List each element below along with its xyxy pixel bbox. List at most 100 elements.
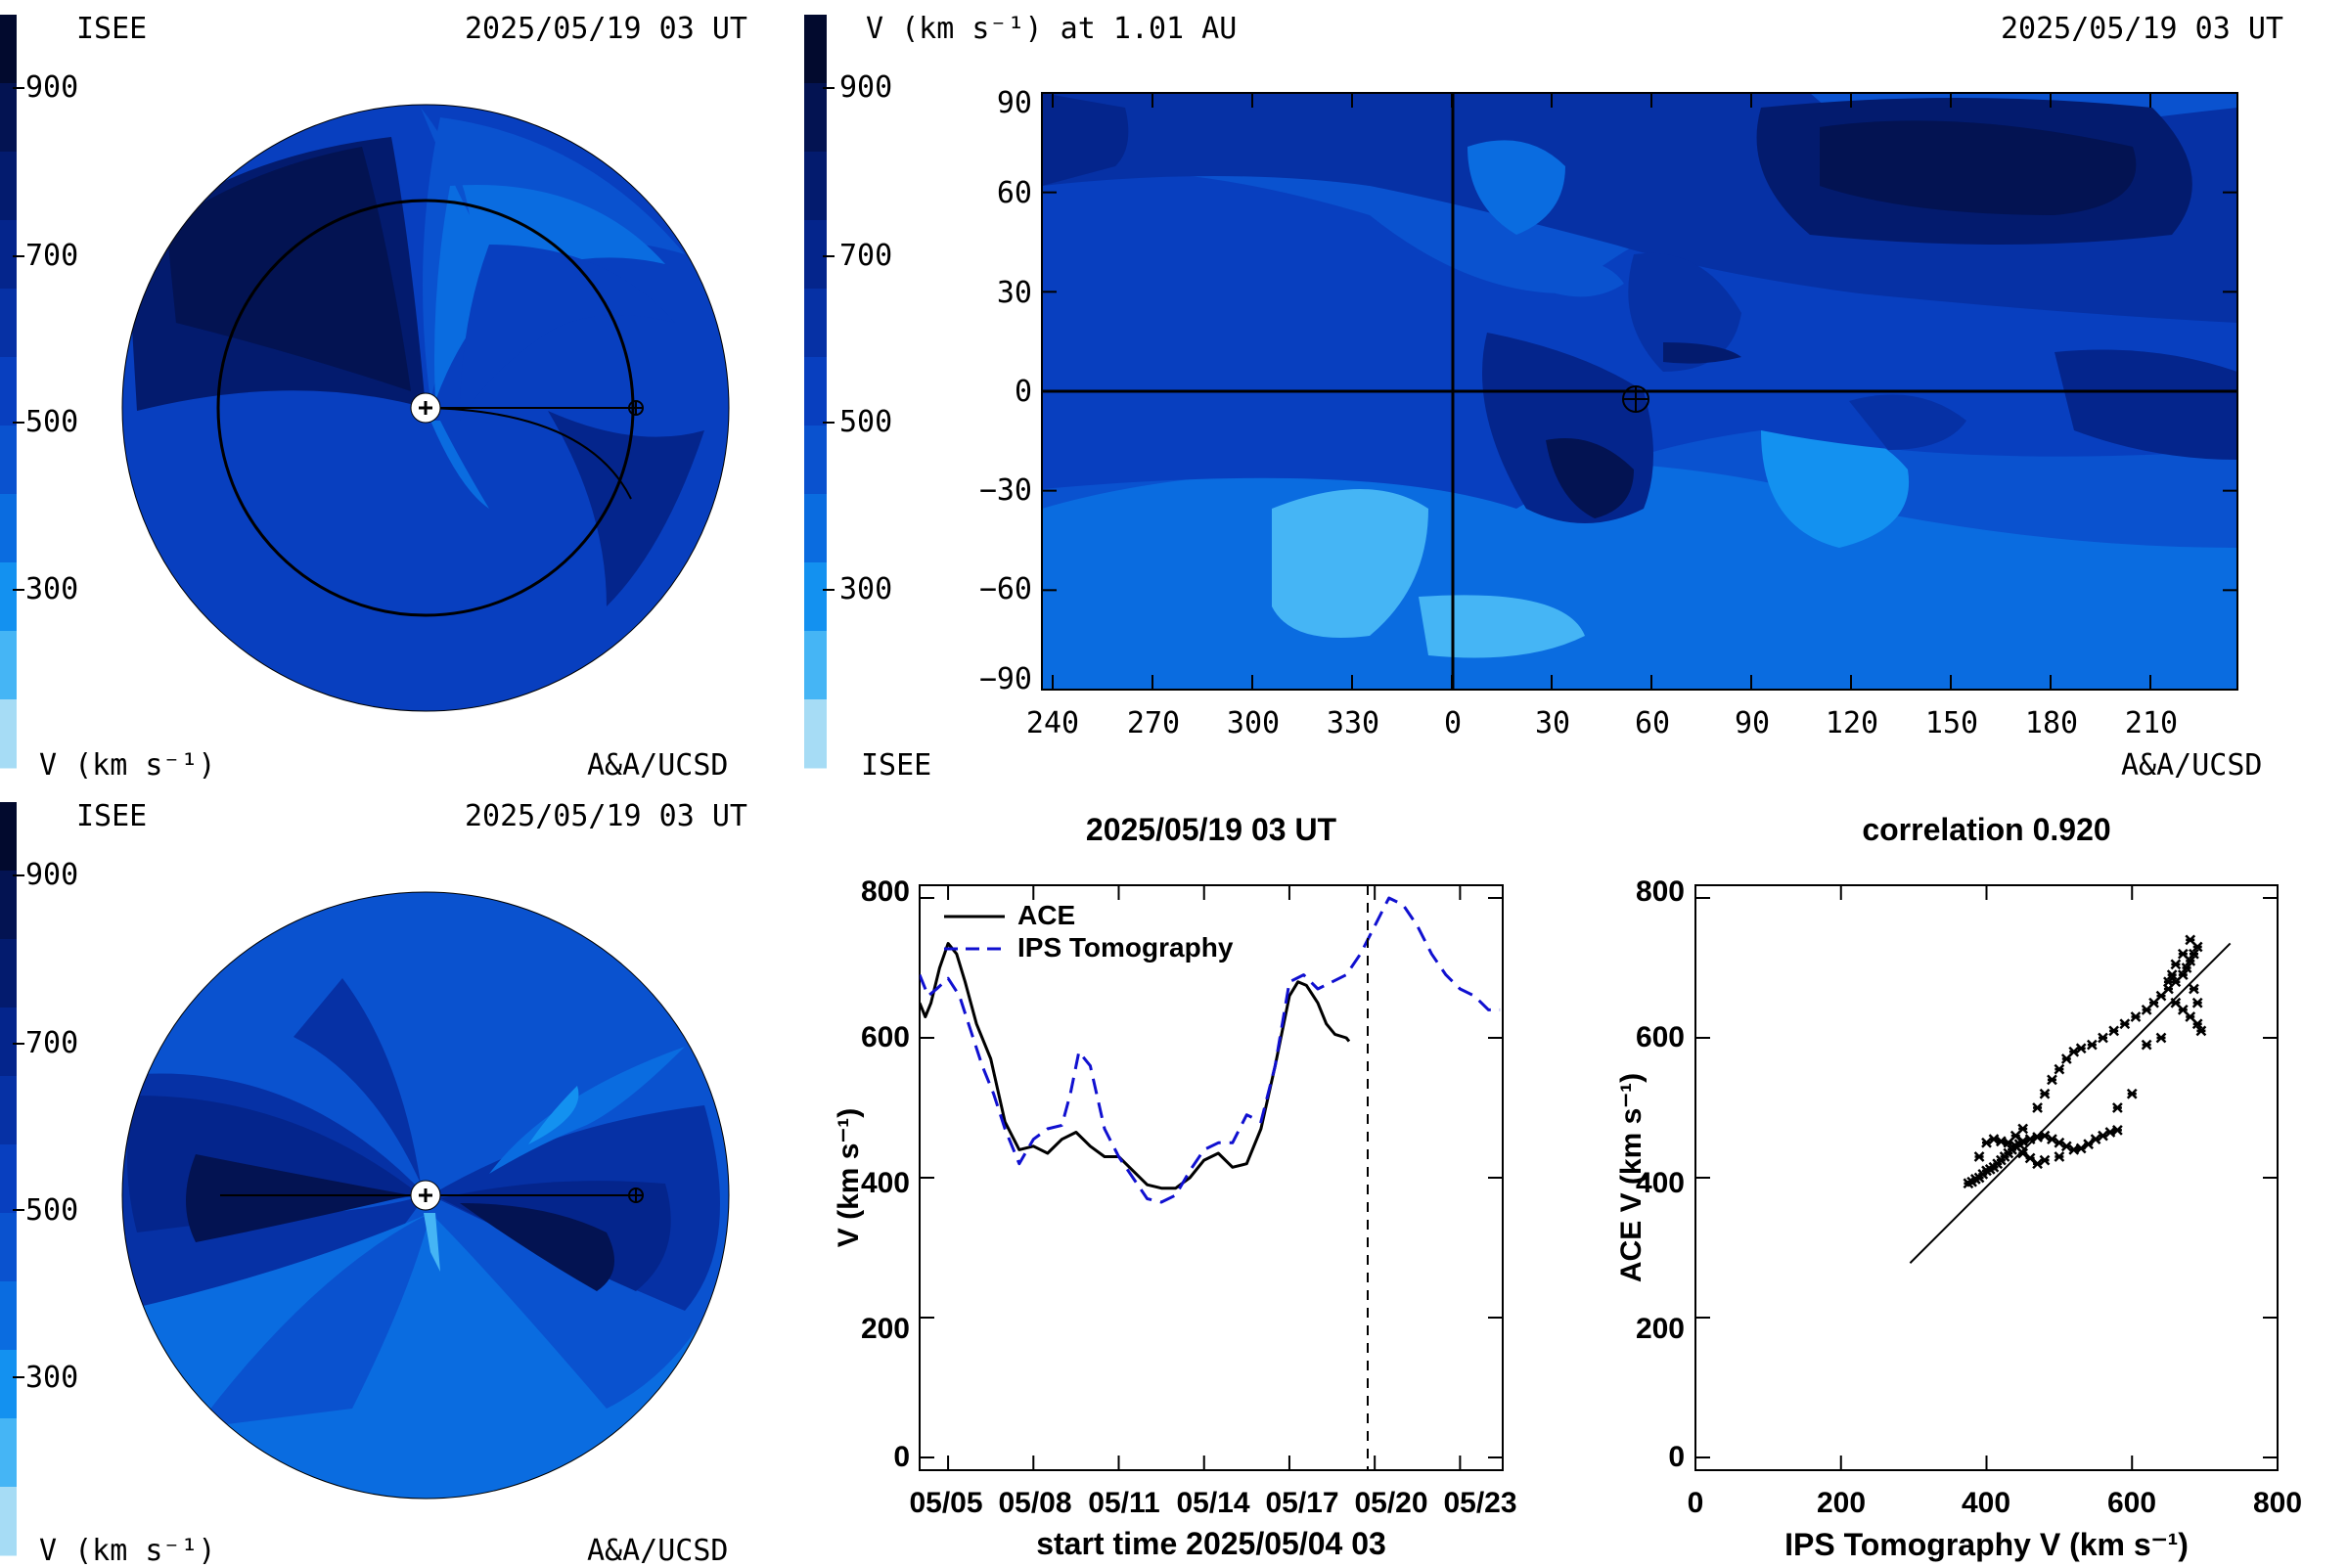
lon-tick: 150 (1924, 706, 1979, 740)
colorbar-band (0, 1076, 17, 1145)
contour-region (1820, 120, 2137, 215)
scatter-point (1973, 1151, 1985, 1162)
colorbar-bottom-left (0, 802, 24, 1556)
colorbar-band (0, 1144, 17, 1214)
colorbar-tick: 700 (25, 239, 79, 273)
scatter-y-tick: 800 (1635, 875, 1685, 908)
scatter-point (2155, 1032, 2167, 1044)
scatter-y-tick: 400 (1635, 1167, 1685, 1199)
colorbar-tick: 700 (25, 1026, 79, 1060)
colorbar-band (0, 939, 17, 1008)
colorbar-tick: 500 (25, 405, 79, 439)
scatter-point (2181, 963, 2192, 973)
colorbar-band (0, 631, 17, 700)
scatter-point (1981, 1137, 1992, 1148)
fit-line (1909, 942, 2232, 1264)
ts-x-tick: 05/08 (998, 1487, 1072, 1519)
contour-region (2054, 349, 2237, 460)
colorbar-band (0, 494, 17, 563)
contour-region (122, 1213, 729, 1499)
legend-ace-label: ACE (1017, 900, 1076, 930)
series-line-ace (920, 942, 1351, 1190)
colorbar-band (804, 562, 827, 632)
lon-tick: 90 (1734, 706, 1771, 740)
lon-tick: 300 (1226, 706, 1281, 740)
colorbar-tick: 500 (25, 1193, 79, 1228)
scatter-point (2108, 1025, 2120, 1037)
ts-y-tick: 0 (893, 1441, 910, 1473)
scatter-point (2119, 1018, 2131, 1030)
colorbar-tick: 500 (839, 405, 893, 439)
scatter-x-tick: 400 (1961, 1487, 2011, 1519)
colorbar-band (804, 494, 827, 563)
credit-label: A&A/UCSD (587, 1534, 729, 1568)
scatter-point (2047, 1074, 2057, 1086)
lat-tick: 60 (996, 176, 1032, 210)
contour-region (424, 1213, 440, 1272)
scatter-point (2170, 959, 2182, 970)
contour-region (1468, 140, 1565, 235)
contour-region (489, 1047, 685, 1174)
scatter-point (2130, 1011, 2142, 1022)
colorbar-band (0, 15, 17, 84)
lat-tick: 30 (996, 276, 1032, 310)
ts-x-tick: 05/23 (1443, 1487, 1517, 1519)
ts-xlabel: start time 2025/05/04 03 (1036, 1526, 1386, 1561)
contour-region (1849, 394, 1966, 450)
earth-marker-icon (628, 400, 644, 416)
ts-x-tick: 05/17 (1265, 1487, 1339, 1519)
colorbar-band (804, 152, 827, 221)
earth-marker-icon (1622, 385, 1649, 413)
colorbar-band (0, 220, 17, 290)
contour-region (166, 147, 411, 391)
contour-region (1419, 595, 1585, 658)
colorbar-map (804, 15, 835, 769)
lat-tick: 90 (996, 86, 1032, 120)
ts-x-tick: 05/05 (909, 1487, 983, 1519)
ts-title: 2025/05/19 03 UT (1085, 812, 1337, 847)
scatter-axis-ticks (1694, 885, 2279, 1470)
colorbar-tick: 900 (839, 70, 893, 105)
colorbar-band (804, 289, 827, 358)
colorbar-band (804, 83, 827, 153)
lon-tick: 330 (1326, 706, 1380, 740)
lon-tick: 30 (1534, 706, 1571, 740)
contour-region (1628, 252, 1741, 372)
org-label: ISEE (76, 799, 148, 833)
scatter-point (2017, 1123, 2029, 1135)
colorbar-band (0, 1281, 17, 1351)
ts-axis-ticks (920, 885, 1503, 1470)
contour-region (421, 108, 470, 215)
scatter-point (2075, 1043, 2087, 1054)
colorbar-band (0, 802, 17, 872)
scatter-points (1909, 934, 2232, 1264)
scatter-point (2141, 1039, 2152, 1051)
colorbar-tick: 300 (839, 572, 893, 606)
scatter-point (2086, 1039, 2098, 1051)
contour-region (1556, 261, 1624, 297)
colorbar-tick: 300 (25, 572, 79, 606)
scatter-point (2191, 1018, 2203, 1030)
colorbar-tick: 300 (25, 1361, 79, 1395)
contour-region (1042, 93, 2237, 323)
colorbar-band (804, 220, 827, 290)
contour-region (430, 421, 489, 509)
lon-tick: 120 (1825, 706, 1879, 740)
sun-marker-icon (410, 1180, 441, 1211)
scatter-xlabel: IPS Tomography V (km s⁻¹) (1784, 1527, 2189, 1562)
colorbar-band (0, 1350, 17, 1419)
colorbar-band (804, 357, 827, 426)
contour-region (548, 411, 704, 606)
map-axis-ticks (1042, 92, 2237, 691)
lat-tick: −60 (978, 572, 1032, 606)
scatter-y-tick: 0 (1668, 1441, 1685, 1473)
scatter-point (2189, 948, 2199, 960)
contour-region (196, 1213, 430, 1428)
scatter-point (2024, 1152, 2036, 1164)
colorbar-band (0, 1008, 17, 1077)
colorbar-band (0, 562, 17, 632)
scatter-x-tick: 600 (2106, 1487, 2157, 1519)
colorbar-tick: 900 (25, 858, 79, 892)
scatter-point (2177, 948, 2189, 960)
scatter-point (2185, 934, 2196, 946)
